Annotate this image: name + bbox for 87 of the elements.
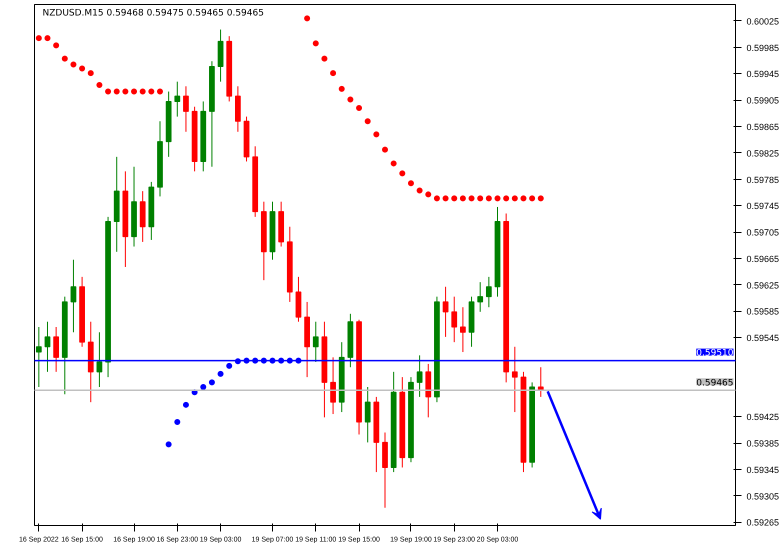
y-tick-label: 0.59785 [746, 174, 780, 185]
y-tick-label: 0.59665 [746, 254, 780, 264]
y-tick-label: 0.59265 [746, 518, 780, 528]
point [36, 35, 42, 42]
point [96, 82, 102, 88]
point [304, 15, 310, 22]
point [122, 88, 128, 95]
point [321, 56, 328, 62]
candlestick [330, 356, 336, 415]
point [512, 195, 518, 202]
point [53, 42, 60, 48]
candlestick [416, 354, 422, 398]
y-tick-label: 0.59625 [746, 280, 780, 290]
candlestick [174, 81, 180, 118]
point [390, 160, 397, 166]
point [62, 56, 68, 62]
candlestick [36, 326, 42, 388]
point [338, 86, 345, 92]
point [131, 88, 138, 95]
point [434, 195, 440, 202]
y-tick-label: 0.59425 [746, 412, 780, 422]
point [477, 195, 484, 202]
point [356, 105, 362, 112]
point [208, 379, 215, 386]
candlestick [486, 276, 492, 308]
point [529, 195, 536, 202]
point [79, 65, 86, 72]
point [140, 88, 146, 95]
y-tick-label: 0.59985 [746, 42, 780, 53]
point [88, 70, 94, 76]
point [182, 402, 189, 408]
y-tick-label: 0.59945 [746, 69, 780, 80]
point [399, 170, 406, 176]
candlestick [451, 296, 458, 343]
point [330, 70, 336, 76]
point [503, 195, 510, 202]
candlestick [96, 332, 102, 388]
y-tick-label: 0.59585 [746, 306, 780, 317]
point [114, 88, 120, 95]
y-tick-label: 0.59865 [746, 122, 780, 132]
candlestick [183, 86, 189, 132]
point [486, 195, 492, 202]
point [364, 118, 371, 124]
point [460, 195, 466, 202]
point [226, 362, 232, 369]
y-tick-label: 0.59905 [746, 96, 780, 106]
candlestick [312, 321, 319, 362]
point [166, 441, 172, 448]
y-tick-label: 0.59545 [746, 333, 780, 344]
point [373, 131, 380, 138]
point [451, 195, 458, 202]
point [70, 62, 76, 68]
candlestick [442, 286, 448, 338]
ref-line-label: 0.59465 [696, 378, 734, 388]
point [520, 195, 526, 202]
point [425, 191, 432, 198]
point [468, 195, 475, 202]
point [174, 418, 180, 425]
text: NZDUSD.M15 0.59468 0.59475 0.59465 0.59465 [42, 8, 264, 18]
candlestick [460, 306, 466, 353]
y-tick-label: 0.59745 [746, 201, 780, 212]
candlestick [512, 346, 518, 413]
candlestick [53, 326, 60, 372]
y-tick-label: 0.59705 [746, 228, 780, 238]
point [156, 88, 163, 95]
point [442, 195, 449, 202]
point [200, 384, 206, 390]
y-tick-label: 0.59345 [746, 464, 780, 475]
point [416, 187, 423, 194]
point [105, 88, 112, 95]
point [494, 195, 501, 202]
candlestick [44, 321, 50, 372]
y-tick-label: 0.59825 [746, 148, 780, 158]
point [347, 96, 354, 102]
point [408, 180, 414, 186]
y-tick-label: 0.60025 [746, 16, 780, 26]
candlestick [477, 282, 484, 312]
y-tick-label: 0.59385 [746, 438, 780, 449]
point [148, 88, 154, 95]
point [44, 35, 50, 42]
point [382, 146, 388, 153]
candlestick [70, 259, 76, 333]
y-tick-label: 0.59305 [746, 491, 780, 502]
point [218, 370, 224, 377]
candlestick [364, 386, 371, 443]
point [312, 40, 319, 46]
point [538, 195, 544, 202]
